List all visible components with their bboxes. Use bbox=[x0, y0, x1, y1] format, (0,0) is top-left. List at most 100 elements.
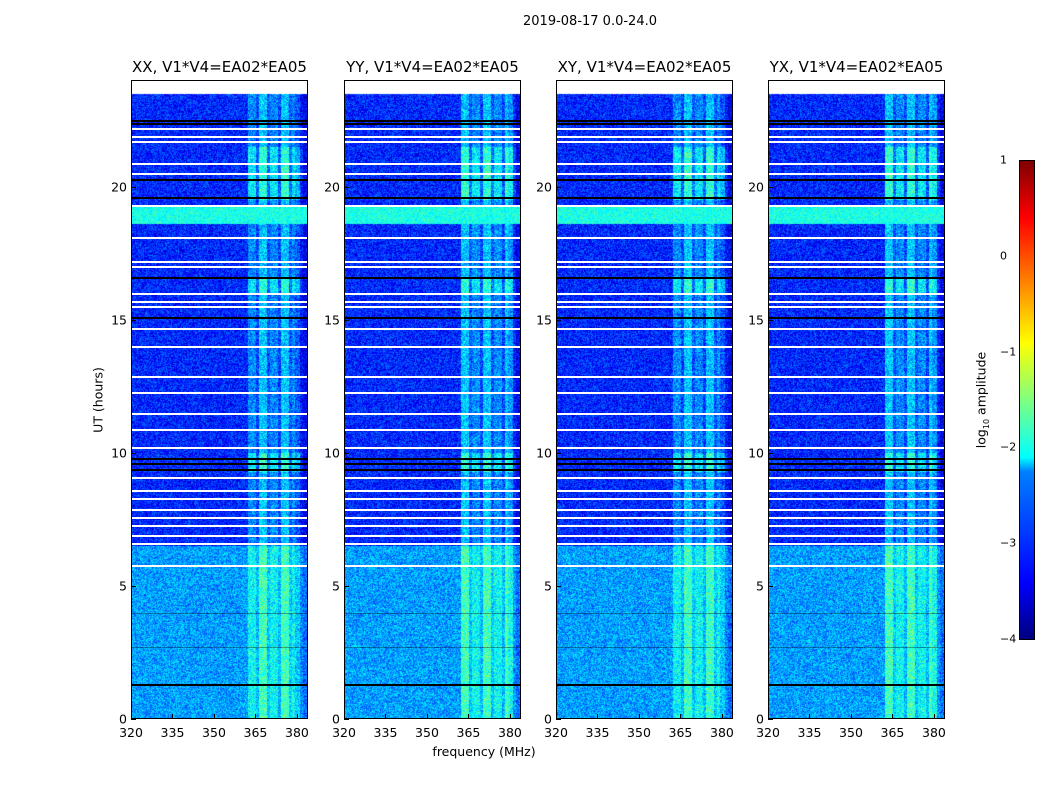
dark-gap-line bbox=[131, 468, 308, 471]
x-tick-label: 335 bbox=[585, 725, 610, 740]
flagged-white-line bbox=[344, 412, 521, 415]
flagged-white-line bbox=[131, 346, 308, 349]
y-tick-mark bbox=[131, 585, 136, 587]
flagged-white-line bbox=[768, 516, 945, 519]
x-tick-label: 350 bbox=[627, 725, 651, 740]
flagged-white-line bbox=[556, 205, 733, 208]
y-tick-label: 15 bbox=[748, 312, 764, 328]
x-tick-mark bbox=[809, 714, 811, 719]
flagged-white-line bbox=[556, 266, 733, 269]
flagged-white-line bbox=[768, 490, 945, 493]
x-tick-mark bbox=[296, 714, 298, 719]
flagged-white-line bbox=[131, 535, 308, 538]
flagged-white-line bbox=[344, 327, 521, 330]
axes-frame bbox=[344, 80, 521, 719]
dark-gap-line bbox=[344, 458, 521, 461]
flagged-white-line bbox=[768, 508, 945, 511]
dark-gap-line bbox=[768, 119, 945, 122]
dark-gap-line bbox=[131, 122, 308, 125]
flagged-white-line bbox=[344, 135, 521, 138]
flagged-white-line bbox=[768, 127, 945, 130]
x-tick-label: 335 bbox=[160, 725, 185, 740]
y-tick-mark bbox=[768, 319, 773, 321]
colorbar-tick-label: −4 bbox=[1000, 632, 1017, 646]
x-tick-mark bbox=[509, 714, 511, 719]
colorbar bbox=[1019, 160, 1035, 640]
y-tick-mark bbox=[556, 452, 561, 454]
flagged-white-line bbox=[344, 535, 521, 538]
y-tick-mark bbox=[344, 186, 349, 188]
spectrogram-image bbox=[131, 80, 308, 719]
y-tick-label: 0 bbox=[119, 711, 127, 727]
flagged-white-line bbox=[131, 428, 308, 431]
x-tick-label: 350 bbox=[415, 725, 439, 740]
dark-gap-line bbox=[344, 197, 521, 200]
dark-gap-line bbox=[556, 647, 733, 649]
flagged-white-line bbox=[768, 173, 945, 176]
colorbar-tick-label: 1 bbox=[1000, 153, 1007, 167]
y-tick-label: 15 bbox=[324, 312, 340, 328]
flagged-white-line bbox=[768, 261, 945, 264]
flagged-white-line bbox=[556, 498, 733, 500]
flagged-white-line bbox=[768, 447, 945, 450]
flagged-white-line bbox=[131, 205, 308, 208]
y-tick-label: 10 bbox=[111, 445, 127, 461]
flagged-white-line bbox=[556, 508, 733, 511]
flagged-white-line bbox=[131, 508, 308, 511]
y-tick-label: 0 bbox=[544, 711, 552, 727]
flagged-white-line bbox=[344, 127, 521, 130]
y-tick-label: 15 bbox=[536, 312, 552, 328]
flagged-white-line bbox=[768, 375, 945, 378]
x-tick-label: 335 bbox=[373, 725, 398, 740]
dark-gap-line bbox=[556, 458, 733, 461]
flagged-white-line bbox=[131, 173, 308, 176]
dark-gap-line bbox=[344, 468, 521, 471]
dark-gap-line bbox=[556, 122, 733, 125]
flagged-white-line bbox=[131, 476, 308, 479]
x-tick-mark bbox=[556, 714, 557, 719]
dark-gap-line bbox=[344, 178, 521, 181]
flagged-white-line bbox=[556, 162, 733, 165]
flagged-white-line bbox=[556, 300, 733, 303]
x-tick-mark bbox=[597, 714, 599, 719]
flagged-white-line bbox=[131, 391, 308, 394]
flagged-white-line bbox=[768, 237, 945, 240]
dark-gap-line bbox=[768, 197, 945, 200]
y-tick-label: 0 bbox=[332, 711, 340, 727]
flagged-white-line bbox=[556, 543, 733, 546]
flagged-white-line bbox=[344, 524, 521, 527]
dark-gap-line bbox=[768, 647, 945, 649]
dark-gap-line bbox=[556, 684, 733, 687]
y-tick-mark bbox=[556, 319, 561, 321]
flagged-white-line bbox=[344, 141, 521, 144]
y-tick-mark bbox=[556, 186, 561, 188]
flagged-white-line bbox=[131, 564, 308, 567]
flagged-white-line bbox=[556, 173, 733, 176]
y-tick-label: 10 bbox=[324, 445, 340, 461]
dark-gap-line bbox=[556, 178, 733, 181]
panel-title: YX, V1*V4=EA02*EA05 bbox=[769, 58, 944, 76]
flagged-white-line bbox=[131, 447, 308, 450]
flagged-white-line bbox=[344, 490, 521, 493]
flagged-white-line bbox=[556, 476, 733, 479]
flagged-white-line bbox=[768, 141, 945, 144]
dark-gap-line bbox=[131, 277, 308, 280]
y-tick-label: 10 bbox=[536, 445, 552, 461]
spectrogram-image bbox=[768, 80, 945, 719]
x-tick-mark bbox=[768, 714, 769, 719]
flagged-white-line bbox=[344, 375, 521, 378]
flagged-white-line bbox=[344, 346, 521, 349]
flagged-white-line bbox=[344, 391, 521, 394]
x-tick-label: 320 bbox=[332, 725, 356, 740]
flagged-white-line bbox=[556, 327, 733, 330]
flagged-white-line bbox=[556, 535, 733, 538]
y-tick-mark bbox=[768, 585, 773, 587]
flagged-white-line bbox=[344, 293, 521, 295]
flagged-white-line bbox=[344, 516, 521, 519]
x-tick-mark bbox=[172, 714, 174, 719]
flagged-white-line bbox=[131, 412, 308, 415]
dark-gap-line bbox=[344, 463, 521, 466]
flagged-white-line bbox=[768, 162, 945, 165]
dark-gap-line bbox=[768, 277, 945, 280]
dark-gap-line bbox=[344, 684, 521, 687]
